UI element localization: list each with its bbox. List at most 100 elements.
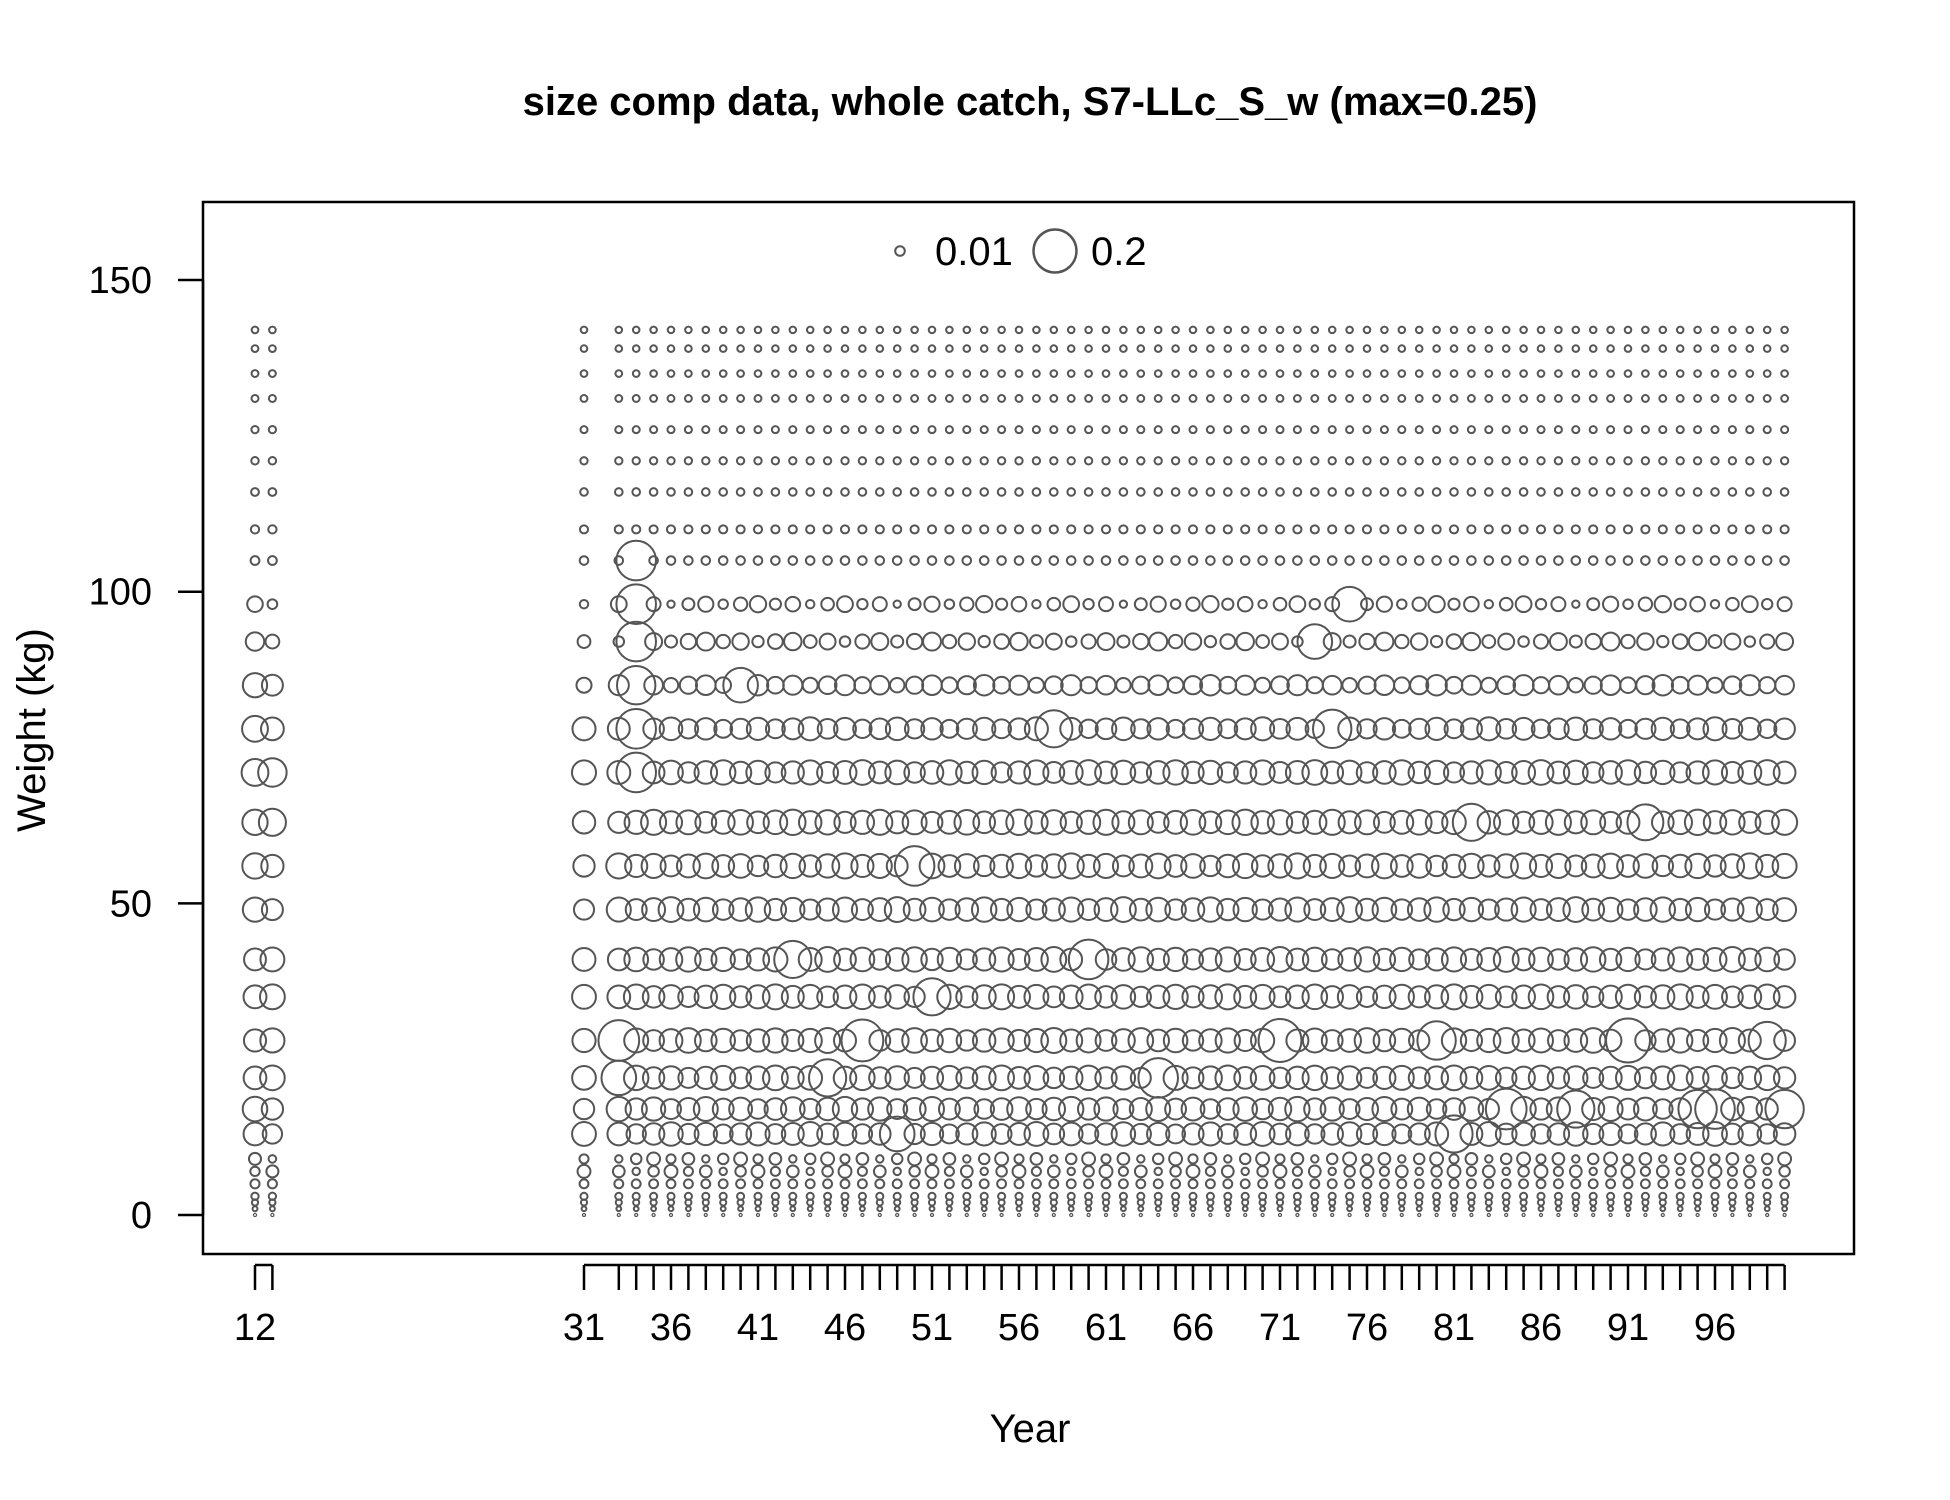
bubble-point [579, 344, 589, 353]
bubble-point [709, 759, 737, 786]
bubble-point [1667, 946, 1694, 973]
bubble-point [1761, 597, 1774, 611]
bubble-point [1240, 487, 1251, 497]
bubble-point [1702, 983, 1728, 1010]
bubble-point [1536, 369, 1546, 378]
bubble-point [1328, 1205, 1336, 1213]
bubble-point [1720, 897, 1745, 922]
x-tick-label: 46 [824, 1307, 866, 1349]
bubble-point [953, 853, 980, 879]
bubble-point [1582, 1122, 1605, 1146]
bubble-point [926, 1153, 938, 1165]
bubble-point [1203, 1152, 1218, 1166]
bubble-point [250, 393, 260, 403]
bubble-point [962, 425, 972, 435]
bubble-point [910, 325, 919, 335]
bubble-point [1587, 1178, 1599, 1190]
bubble-point [1407, 760, 1431, 785]
bubble-point [1098, 1163, 1114, 1179]
bubble-point [1067, 938, 1110, 981]
bubble-point [702, 1205, 710, 1213]
bubble-point [1058, 1065, 1084, 1091]
bubble-point [1657, 524, 1668, 535]
bubble-point [615, 1205, 623, 1213]
bubble-point [1236, 595, 1254, 613]
bubble-point [1762, 425, 1772, 435]
bubble-point [946, 1205, 953, 1213]
bubble-point [1623, 487, 1633, 497]
bubble-point [817, 675, 838, 696]
bubble-point [747, 1098, 769, 1120]
bubble-point [1187, 555, 1199, 566]
bubble-point [1136, 394, 1146, 403]
bubble-point [1623, 456, 1633, 466]
bubble-point [1626, 803, 1665, 842]
bubble-point [892, 599, 902, 609]
bubble-point [746, 854, 770, 878]
bubble-point [1742, 1164, 1757, 1179]
bubble-point [1431, 524, 1442, 535]
bubble-point [677, 718, 700, 740]
bubble-point [700, 487, 711, 497]
bubble-point [1171, 1191, 1181, 1201]
bubble-point [1673, 1152, 1687, 1166]
bubble-point [1292, 524, 1303, 535]
bubble-point [1153, 524, 1164, 535]
bubble-point [1736, 896, 1763, 923]
bubble-point [1007, 947, 1031, 971]
bubble-point [839, 555, 851, 566]
bubble-point [783, 631, 803, 652]
bubble-point [753, 394, 763, 403]
bubble-point [961, 487, 972, 497]
bubble-point [648, 555, 659, 566]
bubble-point [717, 598, 729, 610]
bubble-point [1446, 1163, 1462, 1179]
bubble-point [955, 948, 978, 971]
bubble-point [1014, 487, 1024, 497]
bubble-point [753, 425, 763, 435]
bubble-point [722, 666, 759, 704]
bubble-point [1658, 425, 1668, 435]
bubble-point [815, 1096, 840, 1122]
bubble-point [571, 1121, 597, 1147]
bubble-point [1041, 1096, 1067, 1122]
bubble-point [736, 1191, 746, 1201]
bubble-point [1760, 1152, 1774, 1166]
bubble-point [268, 325, 277, 335]
bubble-point [738, 1212, 743, 1218]
bubble-point [1623, 1191, 1633, 1201]
bubble-point [782, 674, 804, 696]
bubble-point [1466, 456, 1477, 466]
bubble-point [1276, 1205, 1284, 1213]
bubble-point [1615, 946, 1641, 973]
bubble-point [884, 716, 910, 742]
bubble-point [249, 555, 261, 566]
bubble-point [623, 946, 650, 973]
bubble-point [770, 524, 781, 535]
bubble-point [832, 1028, 858, 1053]
bubble-point [1678, 1212, 1683, 1218]
bubble-point [1501, 1166, 1511, 1177]
bubble-point [850, 1097, 875, 1121]
bubble-point [1049, 425, 1059, 435]
bubble-point [1240, 456, 1250, 466]
bubble-point [1135, 487, 1146, 497]
bubble-point [903, 985, 926, 1008]
bubble-point [1255, 1151, 1271, 1167]
bubble-point [1312, 1212, 1317, 1218]
bubble-point [797, 716, 823, 742]
bubble-point [1223, 425, 1233, 435]
bubble-point [1153, 1191, 1163, 1201]
bubble-point [923, 595, 941, 613]
bubble-point [996, 1178, 1008, 1190]
bubble-point [1188, 394, 1198, 403]
bubble-point [264, 633, 281, 650]
bubble-point [955, 760, 979, 785]
bubble-point [1710, 369, 1720, 378]
bubble-point [1309, 1178, 1321, 1190]
bubble-point [1564, 854, 1588, 878]
bubble-point [1702, 946, 1728, 972]
bubble-point [1745, 369, 1755, 378]
bubble-point [1084, 1191, 1094, 1201]
bubble-point [823, 394, 833, 403]
